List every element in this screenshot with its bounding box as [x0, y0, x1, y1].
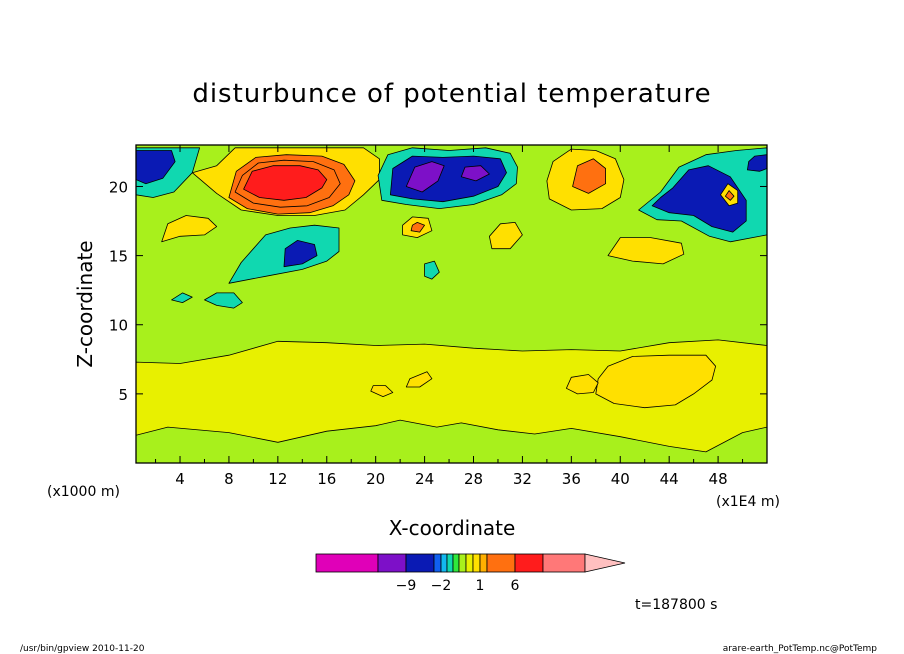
contour-region-4 — [370, 385, 394, 398]
contour-region-7 — [171, 292, 193, 304]
colorbar-tick-label: −9 — [396, 578, 417, 594]
x-tick-label: 32 — [513, 470, 532, 488]
x-axis: 4 8 12 16 20 24 28 32 36 40 44 48 — [155, 145, 744, 488]
contour-region-27 — [651, 165, 747, 233]
colorbar-bin — [472, 553, 481, 573]
contour-region-29 — [725, 190, 735, 201]
colorbar-tick-label: 1 — [476, 578, 485, 594]
x-axis-label: X-coordinate — [389, 516, 516, 540]
x-tick-label: 44 — [660, 470, 679, 488]
contour-region-23 — [410, 221, 426, 233]
x-tick-label: 48 — [709, 470, 728, 488]
y-tick-label: 5 — [118, 386, 128, 404]
y-axis-label: Z-coordinate — [73, 240, 97, 367]
colorbar-bin — [458, 553, 467, 573]
footer-left: /usr/bin/gpview 2010-11-20 — [20, 644, 145, 654]
plot-frame — [135, 144, 768, 464]
x-tick-label: 4 — [175, 470, 185, 488]
chart-title: disturbunce of potential temperature — [192, 79, 711, 109]
colorbar-bin — [514, 553, 544, 573]
contour-region-11 — [161, 215, 218, 243]
footer-right: arare-earth_PotTemp.nc@PotTemp — [723, 644, 878, 654]
x-tick-label: 28 — [464, 470, 483, 488]
contour-region-20 — [405, 161, 445, 193]
colorbar-bin — [542, 553, 586, 573]
x-tick-label: 36 — [562, 470, 581, 488]
contour-region-2 — [595, 354, 716, 409]
contour-region-25 — [572, 158, 606, 194]
contour-region-12 — [488, 221, 523, 250]
plot-area — [136, 145, 767, 463]
colorbar-bin — [377, 553, 407, 573]
x-tick-label: 24 — [415, 470, 434, 488]
x-unit-label: (x1E4 m) — [716, 494, 780, 510]
contour-region-5 — [405, 371, 433, 388]
x-tick-label: 16 — [317, 470, 336, 488]
x-tick-label: 20 — [366, 470, 385, 488]
x-tick-label: 12 — [268, 470, 287, 488]
colorbar-bin — [486, 553, 516, 573]
colorbar-bin — [452, 553, 460, 573]
colorbar-tick-label: −2 — [431, 578, 452, 594]
colorbar-bin — [446, 553, 454, 573]
contour-region-8 — [204, 292, 243, 309]
colorbar-arrow — [584, 553, 626, 573]
colorbar-bin — [405, 553, 435, 573]
colorbar-bin — [465, 553, 474, 573]
colorbar-bin — [433, 553, 442, 573]
contour-region-3 — [566, 374, 599, 395]
contour-region-17 — [243, 165, 328, 201]
contour-region-32 — [136, 150, 176, 185]
x-tick-label: 40 — [611, 470, 630, 488]
contour-region-10 — [283, 239, 318, 268]
colorbar-bin — [440, 553, 448, 573]
y-tick-label: 15 — [109, 248, 128, 266]
contour-region-21 — [460, 165, 490, 182]
colorbar-bin — [315, 553, 379, 573]
contour-region-9 — [424, 260, 440, 280]
y-axis: 5 10 15 20 — [109, 178, 767, 404]
contour-region-30 — [747, 154, 767, 172]
x-tick-label: 8 — [224, 470, 234, 488]
colorbar-bin — [479, 553, 488, 573]
time-label: t=187800 s — [635, 597, 717, 613]
colorbar: −9 −2 1 6 — [315, 553, 626, 594]
contour-region-6 — [228, 224, 340, 284]
y-unit-label: (x1000 m) — [47, 484, 120, 500]
contour-region-13 — [607, 237, 685, 265]
y-tick-label: 20 — [109, 178, 128, 196]
colorbar-tick-label: 6 — [511, 578, 520, 594]
y-tick-label: 10 — [109, 317, 128, 335]
